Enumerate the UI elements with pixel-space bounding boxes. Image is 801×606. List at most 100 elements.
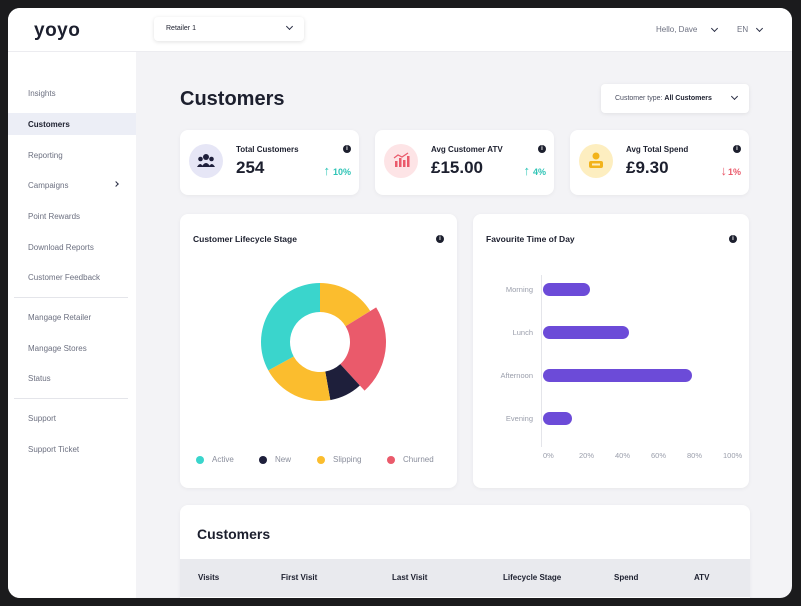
bar-evening[interactable] bbox=[543, 412, 572, 425]
app-window: yoyo Retailer 1 Hello, Dave EN Insights … bbox=[8, 8, 792, 598]
sidebar-item-customer-feedback[interactable]: Customer Feedback bbox=[8, 266, 136, 288]
stat-change: 1% bbox=[727, 167, 741, 177]
sidebar-item-point-rewards[interactable]: Point Rewards bbox=[8, 205, 136, 227]
legend-label: Slipping bbox=[333, 455, 362, 464]
bar-category-label: Lunch bbox=[512, 328, 533, 337]
sidebar-item-reporting[interactable]: Reporting bbox=[8, 144, 136, 166]
column-header-visits[interactable]: Visits bbox=[198, 573, 220, 582]
x-tick-label: 40% bbox=[615, 451, 631, 460]
x-tick-label: 80% bbox=[687, 451, 703, 460]
chevron-down-icon bbox=[730, 92, 739, 101]
bar-axis-line bbox=[541, 275, 542, 447]
stat-change: 4% bbox=[532, 167, 546, 177]
legend-swatch bbox=[387, 456, 395, 464]
donut-slice-slipping[interactable] bbox=[320, 283, 371, 327]
customer-type-filter[interactable]: Customer type: All Customers bbox=[601, 84, 749, 113]
info-icon[interactable]: i bbox=[733, 145, 741, 153]
legend-label: New bbox=[275, 455, 292, 464]
stat-card-avg-atv: Avg Customer ATV £15.00 ↑ 4% i bbox=[375, 130, 554, 195]
stat-label: Avg Customer ATV bbox=[431, 145, 503, 154]
top-bar: yoyo Retailer 1 Hello, Dave EN bbox=[8, 8, 792, 52]
stat-value: £9.30 bbox=[626, 158, 669, 177]
bar-chart-icon bbox=[384, 144, 418, 178]
sidebar-item-support[interactable]: Support bbox=[8, 407, 136, 429]
chart-title: Customer Lifecycle Stage bbox=[193, 234, 297, 244]
sidebar-item-label: Download Reports bbox=[28, 243, 94, 252]
sidebar: Insights Customers Reporting Campaigns P… bbox=[8, 52, 136, 598]
sidebar-item-label: Support Ticket bbox=[28, 445, 80, 454]
bar-category-label: Morning bbox=[505, 285, 533, 294]
sidebar-item-insights[interactable]: Insights bbox=[8, 82, 136, 104]
arrow-up-icon: ↑ bbox=[323, 163, 331, 178]
sidebar-divider bbox=[14, 398, 128, 399]
lifecycle-donut-chart bbox=[261, 283, 386, 401]
stat-label: Total Customers bbox=[236, 145, 299, 154]
info-icon[interactable]: i bbox=[343, 145, 351, 153]
donut-slice-new[interactable] bbox=[325, 364, 360, 401]
stat-label: Avg Total Spend bbox=[626, 145, 689, 154]
x-tick-label: 60% bbox=[651, 451, 667, 460]
user-greeting: Hello, Dave bbox=[656, 25, 698, 34]
stat-change: 10% bbox=[332, 167, 351, 177]
legend-swatch bbox=[196, 456, 204, 464]
info-icon[interactable]: i bbox=[538, 145, 546, 153]
legend-label: Churned bbox=[403, 455, 434, 464]
info-icon[interactable]: i bbox=[436, 235, 444, 243]
donut-slice-active[interactable] bbox=[261, 283, 320, 371]
sidebar-item-campaigns[interactable]: Campaigns bbox=[8, 174, 136, 196]
column-header-lifecycle-stage[interactable]: Lifecycle Stage bbox=[503, 573, 562, 582]
x-tick-label: 20% bbox=[579, 451, 595, 460]
sidebar-item-customers[interactable]: Customers bbox=[8, 113, 136, 135]
language-value: EN bbox=[737, 25, 749, 34]
chevron-down-icon bbox=[710, 24, 719, 33]
sidebar-item-status[interactable]: Status bbox=[8, 367, 136, 389]
sidebar-item-label: Customers bbox=[28, 120, 70, 129]
sidebar-item-manage-retailer[interactable]: Mangage Retailer bbox=[8, 306, 136, 328]
filter-value: All Customers bbox=[664, 95, 712, 102]
chevron-down-icon bbox=[755, 24, 764, 33]
sidebar-item-download-reports[interactable]: Download Reports bbox=[8, 236, 136, 258]
language-select[interactable]: EN bbox=[737, 24, 764, 34]
bar-afternoon[interactable] bbox=[543, 369, 693, 382]
x-tick-label: 0% bbox=[543, 451, 554, 460]
sidebar-item-label: Point Rewards bbox=[28, 212, 81, 221]
stat-value: £15.00 bbox=[431, 158, 483, 177]
sidebar-divider bbox=[14, 297, 128, 298]
table-title: Customers bbox=[197, 526, 271, 542]
customers-table-card: Customers Visits First Visit Last Visit … bbox=[180, 505, 750, 598]
retailer-select-value: Retailer 1 bbox=[166, 25, 196, 32]
stat-card-avg-spend: Avg Total Spend £9.30 ↓ 1% i bbox=[570, 130, 749, 195]
table-header: Visits First Visit Last Visit Lifecycle … bbox=[180, 559, 750, 597]
filter-label: Customer type: bbox=[615, 95, 663, 102]
column-header-spend[interactable]: Spend bbox=[614, 573, 639, 582]
sidebar-item-support-ticket[interactable]: Support Ticket bbox=[8, 438, 136, 460]
legend-swatch bbox=[259, 456, 267, 464]
lifecycle-chart-card: Customer Lifecycle Stage i Active New Sl… bbox=[180, 214, 457, 488]
coin-icon bbox=[579, 144, 613, 178]
donut-slice-churned[interactable] bbox=[340, 307, 386, 391]
sidebar-item-label: Mangage Retailer bbox=[28, 313, 92, 322]
time-of-day-chart-card: Favourite Time of Day i Morning Lunch Afte… bbox=[473, 214, 749, 488]
donut-slice-slipping[interactable] bbox=[268, 356, 331, 401]
time-of-day-bar-chart: Morning Lunch Afternoon Evening 0% 20% 40% 60% 8… bbox=[473, 214, 749, 488]
user-menu[interactable]: Hello, Dave bbox=[656, 24, 719, 34]
users-icon bbox=[189, 144, 223, 178]
bar-morning[interactable] bbox=[543, 283, 590, 296]
stat-value: 254 bbox=[236, 158, 265, 177]
sidebar-item-label: Status bbox=[28, 374, 51, 383]
info-icon[interactable]: i bbox=[729, 235, 737, 243]
retailer-select[interactable]: Retailer 1 bbox=[154, 17, 304, 41]
sidebar-item-label: Customer Feedback bbox=[28, 273, 101, 282]
column-header-atv[interactable]: ATV bbox=[694, 573, 710, 582]
app-logo[interactable]: yoyo bbox=[34, 20, 81, 41]
chart-title: Favourite Time of Day bbox=[486, 234, 575, 244]
bar-category-label: Evening bbox=[505, 414, 533, 423]
bar-lunch[interactable] bbox=[543, 326, 630, 339]
sidebar-item-label: Reporting bbox=[28, 151, 63, 160]
page-title: Customers bbox=[180, 88, 285, 110]
column-header-first-visit[interactable]: First Visit bbox=[281, 573, 318, 582]
column-header-last-visit[interactable]: Last Visit bbox=[392, 573, 428, 582]
chevron-right-icon bbox=[113, 181, 119, 187]
sidebar-item-label: Mangage Stores bbox=[28, 344, 87, 353]
sidebar-item-manage-stores[interactable]: Mangage Stores bbox=[8, 337, 136, 359]
